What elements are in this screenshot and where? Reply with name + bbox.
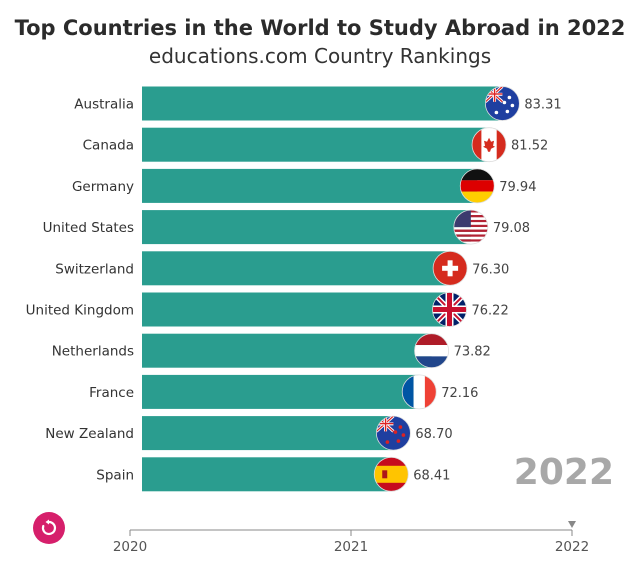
value-label: 73.82 <box>454 345 491 360</box>
germany-flag-icon <box>459 168 495 204</box>
category-label: Germany <box>72 179 134 195</box>
chart-title: Top Countries in the World to Study Abro… <box>14 16 626 40</box>
bar-row: New Zealand 68.70 <box>45 415 453 451</box>
netherlands-flag-icon <box>414 333 449 369</box>
bar-row: France 72.16 <box>89 374 478 410</box>
bar <box>142 374 420 409</box>
category-label: New Zealand <box>45 426 134 442</box>
replay-button[interactable] <box>33 512 65 544</box>
timeline-tick-label: 2022 <box>555 539 589 555</box>
timeline-axis: 2020 2021 2022 <box>113 521 589 555</box>
usa-flag-icon <box>453 209 489 245</box>
current-year-label: 2022 <box>513 452 614 493</box>
chart-subtitle: educations.com Country Rankings <box>148 44 492 68</box>
bar <box>142 416 394 451</box>
value-label: 81.52 <box>511 139 548 154</box>
switzerland-flag-icon <box>432 250 468 286</box>
bar-row: Spain 68.41 <box>96 456 450 492</box>
bar-row: United States 79.08 <box>43 209 530 245</box>
bar <box>142 251 451 286</box>
timeline-tick-label: 2020 <box>113 539 147 555</box>
value-label: 83.31 <box>524 98 561 113</box>
value-label: 76.30 <box>472 262 509 277</box>
bar <box>142 333 432 368</box>
category-label: Canada <box>83 138 134 154</box>
value-label: 79.94 <box>499 180 536 195</box>
bar-row: Australia 83.31 <box>74 86 562 121</box>
value-label: 68.70 <box>415 427 452 442</box>
bar-row: Netherlands 73.82 <box>52 333 491 369</box>
bar <box>142 457 392 492</box>
bar-row: Canada 81.52 <box>83 127 548 163</box>
value-label: 76.22 <box>472 304 509 319</box>
timeline-tick-label: 2021 <box>334 539 368 555</box>
bar-row: United Kingdom 76.22 <box>26 292 509 327</box>
category-label: United States <box>43 220 134 236</box>
australia-flag-icon <box>484 86 520 121</box>
value-label: 72.16 <box>441 386 478 401</box>
uk-flag-icon <box>432 292 467 327</box>
france-flag-icon <box>401 374 437 410</box>
category-label: France <box>89 385 134 401</box>
category-label: Australia <box>74 97 134 113</box>
bar <box>142 292 450 327</box>
bar <box>142 210 471 245</box>
category-label: United Kingdom <box>26 303 134 319</box>
bar <box>142 168 478 203</box>
bar <box>142 127 490 162</box>
bar-row: Germany 79.94 <box>72 168 536 204</box>
bar <box>142 86 503 121</box>
category-label: Spain <box>96 467 134 483</box>
value-label: 68.41 <box>413 468 450 483</box>
new-zealand-flag-icon <box>376 415 411 451</box>
category-label: Switzerland <box>55 261 134 277</box>
replay-icon <box>41 519 57 536</box>
canada-flag-icon <box>471 127 507 163</box>
bar-row: Switzerland 76.30 <box>55 250 509 286</box>
category-label: Netherlands <box>52 344 134 360</box>
value-label: 79.08 <box>493 221 530 236</box>
timeline-marker-icon[interactable] <box>568 521 576 528</box>
spain-flag-icon <box>373 456 409 492</box>
